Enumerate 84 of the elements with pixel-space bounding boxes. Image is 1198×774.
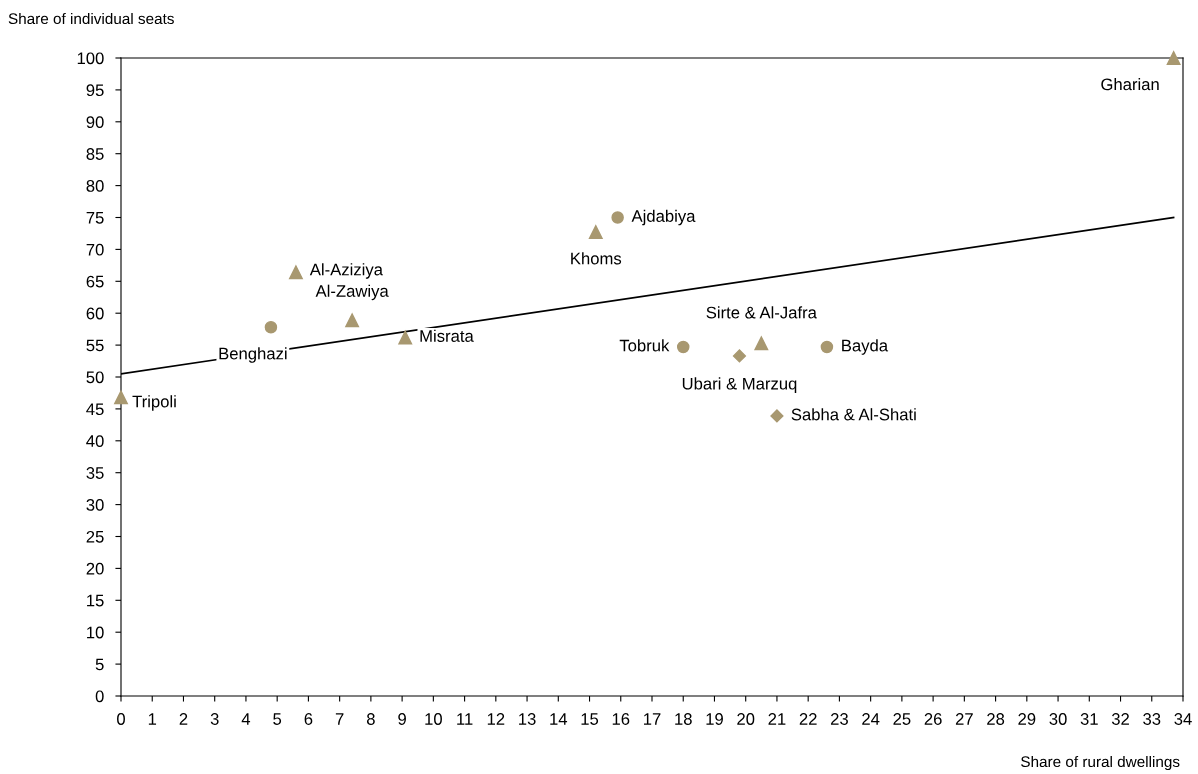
annotation: Benghazi [219,347,287,363]
x-tick-label: 4 [241,713,251,725]
x-tick-label: 26 [924,713,942,725]
annotation: Gharian [1101,78,1159,91]
point [611,211,624,224]
x-tick-label: 24 [862,713,880,725]
x-tick-label: 8 [366,713,375,725]
y-tick-label: 100 [77,52,104,65]
x-tick-label: 17 [644,713,661,725]
point [820,340,834,354]
point [264,320,278,334]
y-tick-label: 10 [87,626,104,639]
y-tick-label: 90 [86,116,104,128]
y-tick-label: 40 [86,435,104,447]
x-tick-label: 29 [1018,713,1036,725]
y-axis-title: Share of individual seats [8,12,174,25]
y-tick-label: 70 [86,243,104,256]
annotation: Al-Zawiya [315,284,389,301]
annotation: Al-Aziziya [309,263,383,279]
x-tick-label: 21 [768,713,786,725]
y-tick-label: 45 [86,403,104,416]
annotation: Tobruk [619,339,670,352]
x-tick-label: 3 [210,713,219,725]
x-tick-label: 33 [1143,713,1161,725]
y-tick-label: 50 [86,371,104,384]
point [345,313,360,328]
annotation: Misrata [420,329,474,342]
annotation: Khoms [571,252,622,265]
x-tick-label: 16 [612,713,630,725]
x-tick-label: 23 [830,713,848,725]
x-tick-label: 2 [179,713,188,725]
y-tick-label: 75 [86,212,104,224]
x-tick-label: 25 [893,713,911,725]
x-tick-label: 10 [425,713,442,725]
x-tick-label: 30 [1049,713,1067,725]
annotation: Ubari & Marzuq [682,377,797,393]
point [588,225,603,240]
y-tick-label: 30 [86,499,104,511]
point [398,330,413,345]
point [288,265,303,280]
y-tick-label: 5 [95,658,104,671]
x-tick-label: 7 [335,713,344,725]
y-tick-label: 0 [95,690,104,703]
x-tick-label: 14 [550,713,568,725]
x-tick-label: 11 [457,713,473,725]
x-tick-label: 0 [117,713,125,725]
y-tick-label: 20 [86,562,104,575]
point [114,390,128,405]
point [770,409,784,423]
y-tick-label: 35 [86,467,104,479]
x-tick-label: 15 [581,713,599,725]
x-tick-label: 6 [304,713,313,725]
annotation: Bayda [842,339,889,355]
point [1166,51,1181,65]
x-axis-title: Share of rural dwellings [1021,755,1180,771]
y-tick-label: 80 [86,180,104,192]
x-tick-label: 9 [398,713,406,725]
x-tick-label: 20 [737,713,755,725]
annotation: Sabha & Al-Shati [791,408,916,421]
point [676,340,690,354]
annotation: Sirte & Al-Jafra [706,306,817,319]
x-tick-label: 22 [799,713,817,725]
x-tick-label: 28 [987,713,1005,725]
point [732,349,747,363]
y-tick-label: 55 [86,339,104,352]
x-tick-label: 32 [1111,713,1129,725]
y-tick-label: 25 [86,530,104,543]
x-tick-label: 19 [706,713,723,725]
x-tick-label: 5 [273,713,282,725]
y-tick-label: 60 [86,307,104,320]
x-tick-label: 1 [148,713,157,725]
x-tick-label: 31 [1080,713,1098,725]
annotation: Tripoli [132,395,176,411]
y-tick-label: 85 [86,148,104,160]
x-tick-label: 18 [675,713,692,725]
x-tick-label: 13 [519,713,536,725]
y-tick-label: 15 [87,594,104,607]
y-tick-label: 95 [86,84,104,97]
point [754,336,769,351]
x-tick-label: 12 [487,713,505,725]
annotation: Ajdabiya [631,209,696,226]
y-tick-label: 65 [86,275,104,288]
x-tick-label: 34 [1174,713,1192,725]
x-tick-label: 27 [955,713,973,725]
